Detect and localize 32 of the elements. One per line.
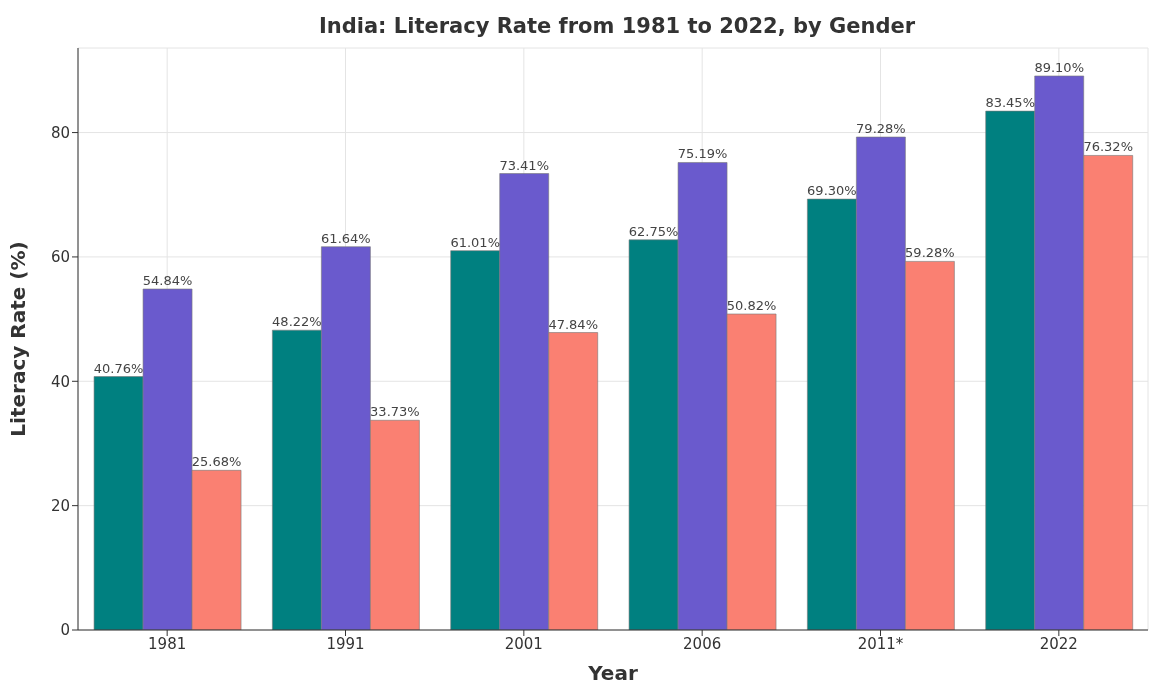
data-label: 25.68% (191, 454, 242, 470)
data-label: 50.82% (726, 298, 777, 313)
y-tick-label: 40 (50, 372, 70, 391)
data-label: 33.73% (370, 404, 420, 420)
data-label: 59.28% (905, 245, 955, 261)
data-label: 79.28% (856, 121, 906, 137)
data-label: 48.22% (272, 314, 322, 330)
data-label: 83.45% (985, 95, 1036, 111)
data-label: 75.19% (677, 146, 728, 162)
x-tick-label: 2001 (504, 634, 543, 653)
data-label: 73.41% (499, 157, 550, 173)
x-tick-label: 1981 (148, 634, 187, 653)
y-axis-title: Literacy Rate (%) (6, 241, 31, 437)
y-tick-label: 0 (60, 621, 70, 640)
data-label: 89.10% (1034, 59, 1085, 75)
data-label: 61.01% (450, 234, 501, 250)
data-label: 62.75% (628, 223, 679, 239)
data-label: 69.30% (807, 183, 857, 199)
data-label: 47.84% (548, 316, 599, 332)
data-label: 40.76% (93, 360, 144, 376)
data-label: 61.64% (321, 230, 371, 246)
y-tick-label: 80 (50, 123, 70, 142)
data-label: 54.84% (142, 273, 193, 289)
x-axis-title: Year (587, 661, 638, 685)
y-tick-label: 60 (50, 248, 70, 267)
y-tick-label: 20 (50, 496, 70, 515)
chart-title: India: Literacy Rate from 1981 to 2022, by Gender (317, 14, 917, 38)
x-tick-label: 1991 (326, 634, 365, 653)
x-tick-label: 2022 (1039, 634, 1078, 653)
x-tick-label: 2011* (857, 634, 904, 653)
x-tick-label: 2006 (683, 634, 722, 653)
data-label: 76.32% (1083, 139, 1134, 155)
